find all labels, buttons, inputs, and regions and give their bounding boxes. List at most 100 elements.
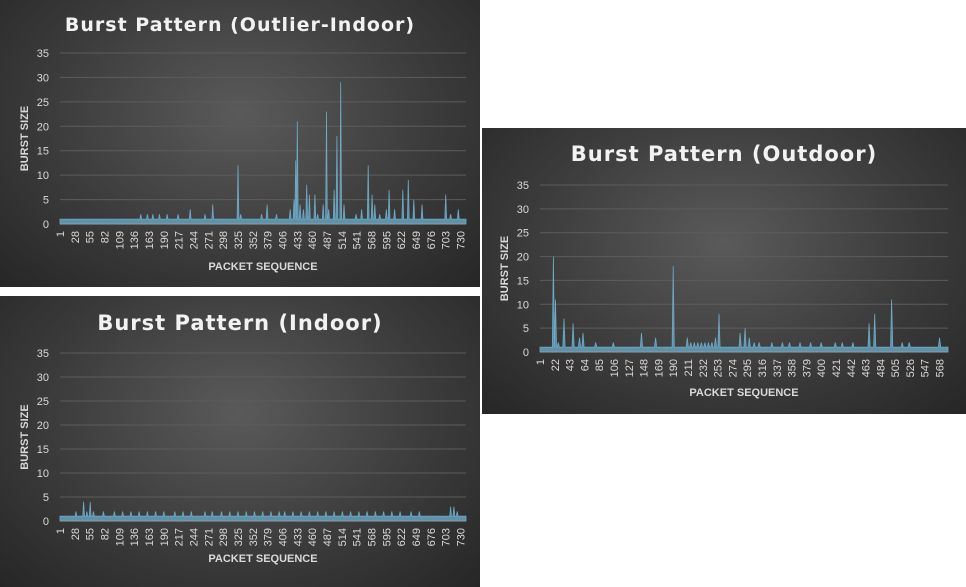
- y-axis-label: BURST SIZE: [499, 236, 511, 301]
- y-tick-label: 35: [37, 48, 49, 60]
- y-tick-label: 15: [517, 275, 529, 287]
- y-tick-label: 10: [517, 299, 529, 311]
- x-tick-label: 352: [248, 231, 260, 249]
- x-tick-label: 136: [129, 528, 141, 546]
- x-tick-label: 82: [100, 528, 112, 540]
- y-tick-label: 5: [43, 195, 49, 207]
- x-tick-label: 622: [396, 528, 408, 546]
- x-tick-label: 271: [203, 231, 215, 249]
- x-tick-label: 169: [653, 359, 665, 377]
- x-tick-label: 55: [85, 231, 97, 243]
- x-tick-label: 487: [322, 528, 334, 546]
- x-tick-label: 649: [411, 231, 423, 249]
- x-tick-label: 460: [307, 231, 319, 249]
- x-tick-label: 163: [144, 528, 156, 546]
- y-tick-label: 10: [37, 468, 49, 480]
- x-tick-label: 379: [263, 231, 275, 249]
- x-tick-label: 1: [55, 528, 67, 534]
- x-tick-label: 505: [890, 359, 902, 377]
- y-axis-label: BURST SIZE: [19, 404, 31, 469]
- x-tick-label: 1: [535, 359, 547, 365]
- x-tick-label: 730: [456, 231, 468, 249]
- y-tick-label: 15: [37, 444, 49, 456]
- x-tick-label: 406: [278, 231, 290, 249]
- x-tick-label: 460: [307, 528, 319, 546]
- y-tick-label: 25: [37, 97, 49, 109]
- x-tick-label: 487: [322, 231, 334, 249]
- x-tick-label: 244: [189, 528, 201, 546]
- x-tick-label: 703: [441, 528, 453, 546]
- y-tick-label: 30: [37, 372, 49, 384]
- x-tick-label: 514: [337, 528, 349, 546]
- x-tick-label: 217: [174, 231, 186, 249]
- x-tick-label: 295: [742, 359, 754, 377]
- chart-title: Burst Pattern (Outdoor): [571, 142, 877, 166]
- x-tick-label: 703: [441, 231, 453, 249]
- x-tick-label: 406: [278, 528, 290, 546]
- y-tick-label: 5: [43, 492, 49, 504]
- series-area: [539, 256, 949, 353]
- chart-panel-outdoor: Burst Pattern (Outdoor) 0 5 10 15 20 25 30 35 1 22…: [482, 128, 966, 414]
- x-tick-label: 190: [159, 231, 171, 249]
- x-tick-label: 676: [426, 528, 438, 546]
- x-tick-label: 85: [594, 359, 606, 371]
- x-axis-label: PACKET SEQUENCE: [689, 387, 798, 399]
- y-tick-label: 0: [43, 219, 49, 231]
- x-tick-label: 106: [609, 359, 621, 377]
- x-tick-label: 442: [846, 359, 858, 377]
- x-tick-label: 595: [381, 231, 393, 249]
- x-tick-label: 568: [367, 231, 379, 249]
- x-tick-label: 526: [905, 359, 917, 377]
- x-tick-label: 127: [624, 359, 636, 377]
- x-tick-label: 649: [411, 528, 423, 546]
- x-tick-label: 352: [248, 528, 260, 546]
- x-tick-label: 400: [816, 359, 828, 377]
- y-tick-label: 15: [37, 146, 49, 158]
- x-tick-label: 82: [100, 231, 112, 243]
- x-tick-label: 43: [565, 359, 577, 371]
- x-tick-label: 484: [875, 359, 887, 377]
- x-tick-label: 217: [174, 528, 186, 546]
- x-tick-label: 232: [698, 359, 710, 377]
- x-tick-label: 595: [381, 528, 393, 546]
- y-tick-label: 35: [37, 348, 49, 360]
- chart-title: Burst Pattern (Indoor): [97, 311, 382, 335]
- x-tick-label: 28: [70, 231, 82, 243]
- x-tick-label: 676: [426, 231, 438, 249]
- y-tick-label: 25: [37, 396, 49, 408]
- chart-svg-outlier-indoor: Burst Pattern (Outlier-Indoor) 0 5 10 15 20 25…: [19, 14, 468, 273]
- chart-panel-indoor: Burst Pattern (Indoor) 0 5 10 15 20 25 30 35 1 28 5…: [0, 296, 480, 587]
- series-area: [59, 501, 467, 522]
- x-tick-label: 244: [189, 231, 201, 249]
- y-tick-label: 30: [517, 204, 529, 216]
- y-tick-label: 35: [517, 180, 529, 192]
- x-tick-label: 325: [233, 231, 245, 249]
- y-tick-label: 30: [37, 72, 49, 84]
- x-tick-label: 163: [144, 231, 156, 249]
- y-tick-label: 5: [523, 323, 529, 335]
- chart-title: Burst Pattern (Outlier-Indoor): [65, 14, 415, 36]
- chart-svg-outdoor: Burst Pattern (Outdoor) 0 5 10 15 20 25 30 35 1 22…: [499, 142, 949, 399]
- y-tick-label: 10: [37, 170, 49, 182]
- series-area: [59, 82, 467, 225]
- x-tick-label: 274: [727, 359, 739, 377]
- x-tick-label: 730: [456, 528, 468, 546]
- x-tick-label: 55: [85, 528, 97, 540]
- y-tick-label: 25: [517, 228, 529, 240]
- x-tick-label: 463: [861, 359, 873, 377]
- x-tick-label: 541: [352, 528, 364, 546]
- x-axis-label: PACKET SEQUENCE: [208, 553, 317, 565]
- x-tick-label: 541: [352, 231, 364, 249]
- x-tick-label: 379: [801, 359, 813, 377]
- y-axis-label: BURST SIZE: [19, 106, 31, 171]
- y-tick-label: 0: [523, 347, 529, 359]
- x-tick-label: 325: [233, 528, 245, 546]
- x-tick-label: 64: [579, 359, 591, 371]
- x-tick-label: 622: [396, 231, 408, 249]
- x-tick-label: 1: [55, 231, 67, 237]
- x-tick-label: 298: [218, 231, 230, 249]
- x-tick-label: 211: [683, 359, 695, 377]
- x-tick-label: 190: [668, 359, 680, 377]
- x-tick-label: 433: [292, 231, 304, 249]
